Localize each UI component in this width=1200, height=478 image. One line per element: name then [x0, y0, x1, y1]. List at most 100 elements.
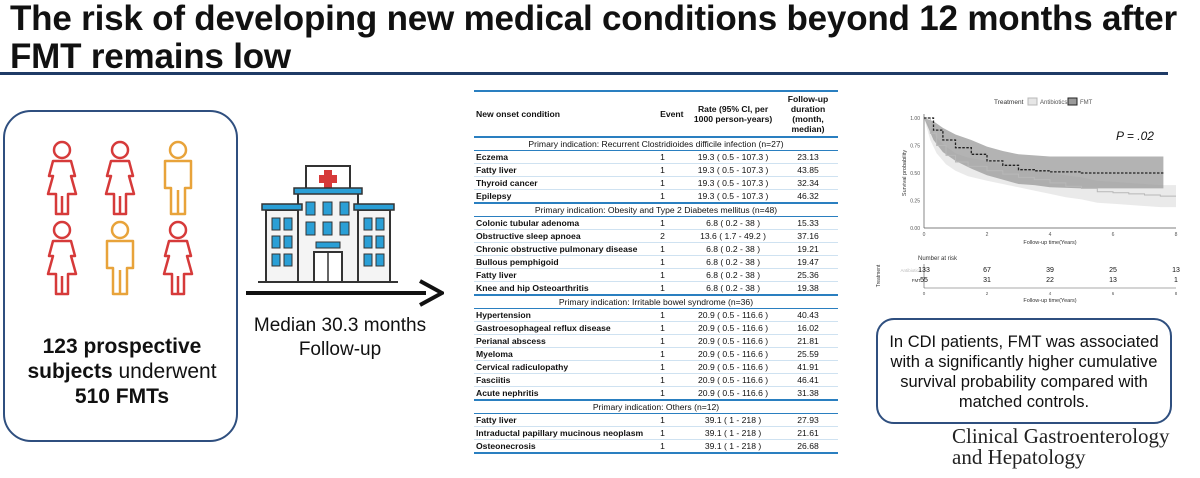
page-title: The risk of developing new medical condi…	[10, 0, 1177, 76]
title-divider	[0, 72, 1168, 75]
table-row: Intraductal papillary mucinous neoplasm 1…	[474, 426, 838, 440]
risk-value: 133	[918, 267, 930, 274]
section-title: Primary indication: Others (n=12)	[474, 399, 838, 414]
cell-followup: 26.68	[778, 439, 838, 454]
legend-swatch	[1067, 97, 1078, 106]
table-row: Myeloma 1 20.9 ( 0.5 - 116.6 ) 25.59	[474, 347, 838, 361]
cell-condition: Epilepsy	[474, 189, 659, 204]
cell-rate: 20.9 ( 0.5 - 116.6 )	[688, 347, 779, 361]
cell-followup: 21.81	[778, 334, 838, 348]
y-axis-label: Survival probability	[902, 150, 908, 196]
cell-event: 1	[658, 255, 689, 269]
cell-rate: 19.3 ( 0.5 - 107.3 )	[688, 189, 779, 204]
hospital-icon	[258, 165, 398, 283]
p-value: P = .02	[1116, 129, 1154, 143]
ci-band	[924, 118, 1164, 189]
cell-followup: 21.61	[778, 426, 838, 440]
cell-condition: Intraductal papillary mucinous neoplasm	[474, 426, 659, 440]
table-row: Knee and hip Osteoarthritis 1 6.8 ( 0.2 - …	[474, 281, 838, 296]
x-tick-label: 8	[1175, 232, 1178, 238]
cell-condition: Obstructive sleep apnoea	[474, 229, 659, 243]
cell-followup: 23.13	[778, 150, 838, 164]
cell-event: 1	[658, 334, 689, 348]
table-row: Obstructive sleep apnoea 2 13.6 ( 1.7 - 49…	[474, 229, 838, 243]
cell-condition: Colonic tubular adenoma	[474, 216, 659, 230]
y-tick-label: 0.25	[910, 199, 920, 205]
table-row: Fasciitis 1 20.9 ( 0.5 - 116.6 ) 46.41	[474, 373, 838, 387]
risk-value: 1	[1174, 277, 1178, 284]
cell-event: 2	[658, 229, 689, 243]
cell-rate: 20.9 ( 0.5 - 116.6 )	[688, 308, 779, 322]
cell-condition: Fatty liver	[474, 268, 659, 282]
cell-followup: 43.85	[778, 163, 838, 177]
section-header-row: Primary indication: Others (n=12)	[474, 399, 838, 414]
cell-event: 1	[658, 242, 689, 256]
risk-row-label: FMT	[912, 278, 921, 283]
female-icon	[104, 140, 136, 216]
cell-condition: Perianal abscess	[474, 334, 659, 348]
col-rate: Rate (95% CI, per 1000 person-years)	[693, 104, 773, 124]
cell-rate: 19.3 ( 0.5 - 107.3 )	[688, 176, 779, 190]
cell-rate: 39.1 ( 1 - 218 )	[688, 426, 779, 440]
arrow-right-icon	[246, 279, 444, 307]
risk-x-tick: 2	[986, 291, 989, 296]
risk-value: 25	[1109, 267, 1117, 274]
section-title: Primary indication: Recurrent Clostridio…	[474, 136, 838, 151]
cell-followup: 16.02	[778, 321, 838, 335]
male-icon	[105, 220, 135, 296]
cell-event: 1	[658, 216, 689, 230]
col-condition: New onset condition	[476, 109, 561, 119]
cell-condition: Cervical radiculopathy	[474, 360, 659, 374]
cell-rate: 6.8 ( 0.2 - 38 )	[688, 242, 779, 256]
cell-event: 1	[658, 189, 689, 204]
risk-value: 22	[1046, 277, 1054, 284]
cell-condition: Fasciitis	[474, 373, 659, 387]
risk-value: 13	[1109, 277, 1117, 284]
cell-rate: 39.1 ( 1 - 218 )	[688, 413, 779, 427]
table-row: Chronic obstructive pulmonary disease 1 6.…	[474, 242, 838, 256]
cell-followup: 19.21	[778, 242, 838, 256]
cell-rate: 6.8 ( 0.2 - 38 )	[688, 268, 779, 282]
cell-followup: 46.32	[778, 189, 838, 204]
risk-value: 31	[983, 277, 991, 284]
table-row: Fatty liver 1 6.8 ( 0.2 - 38 ) 25.36	[474, 268, 838, 282]
median-followup: Median 30.3 months Follow-up	[253, 315, 427, 360]
cell-rate: 20.9 ( 0.5 - 116.6 )	[688, 360, 779, 374]
cell-rate: 20.9 ( 0.5 - 116.6 )	[688, 386, 779, 401]
cell-event: 1	[658, 373, 689, 387]
cell-condition: Eczema	[474, 150, 659, 164]
risk-row-label: Antibiotics	[900, 268, 921, 273]
cell-followup: 31.38	[778, 386, 838, 401]
cell-condition: Hypertension	[474, 308, 659, 322]
cell-event: 1	[658, 386, 689, 401]
cell-event: 1	[658, 163, 689, 177]
cell-rate: 20.9 ( 0.5 - 116.6 )	[688, 321, 779, 335]
cell-rate: 6.8 ( 0.2 - 38 )	[688, 216, 779, 230]
series-line	[924, 117, 1176, 197]
legend-label: FMT	[1080, 100, 1093, 106]
cell-followup: 19.47	[778, 255, 838, 269]
y-tick-label: 0.00	[910, 226, 920, 232]
journal-logo: Clinical Gastroenterology and Hepatology	[952, 424, 1170, 469]
cell-condition: Fatty liver	[474, 163, 659, 177]
cell-followup: 40.43	[778, 308, 838, 322]
table-row: Fatty liver 1 19.3 ( 0.5 - 107.3 ) 43.85	[474, 163, 838, 177]
cell-condition: Fatty liver	[474, 413, 659, 427]
cell-event: 1	[658, 150, 689, 164]
conditions-table: New onset condition Event Rate (95% CI, …	[474, 90, 838, 472]
cell-condition: Myeloma	[474, 347, 659, 361]
risk-x-tick: 8	[1175, 291, 1178, 296]
cell-followup: 27.93	[778, 413, 838, 427]
table-row: Hypertension 1 20.9 ( 0.5 - 116.6 ) 40.43	[474, 308, 838, 322]
legend-label: Antibiotics	[1040, 100, 1067, 106]
conclusion-note: In CDI patients, FMT was associated with…	[876, 318, 1172, 424]
cell-rate: 13.6 ( 1.7 - 49.2 )	[688, 229, 779, 243]
people-icons	[46, 140, 194, 296]
cell-rate: 20.9 ( 0.5 - 116.6 )	[688, 373, 779, 387]
male-icon	[163, 140, 193, 216]
y-tick-label: 1.00	[910, 116, 920, 122]
cell-rate: 6.8 ( 0.2 - 38 )	[688, 281, 779, 296]
cell-condition: Acute nephritis	[474, 386, 659, 401]
subjects-summary: 123 prospective subjects underwent 510 F…	[27, 335, 217, 408]
cell-followup: 19.38	[778, 281, 838, 296]
